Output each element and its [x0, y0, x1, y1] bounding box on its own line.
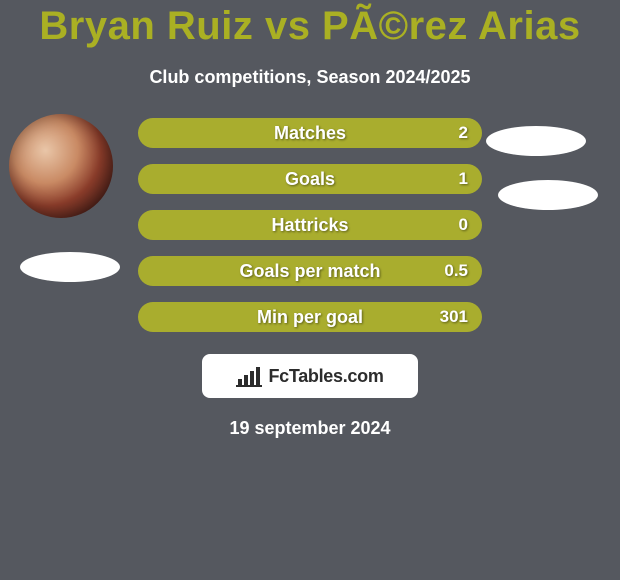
stat-value: 0	[459, 210, 468, 240]
page-subtitle: Club competitions, Season 2024/2025	[0, 67, 620, 88]
stat-bar: Hattricks 0	[138, 210, 482, 240]
date-text: 19 september 2024	[0, 418, 620, 439]
stats-bars: Matches 2 Goals 1 Hattricks 0 Goals per …	[138, 118, 482, 332]
main-area: Matches 2 Goals 1 Hattricks 0 Goals per …	[0, 118, 620, 439]
stat-bar: Min per goal 301	[138, 302, 482, 332]
stat-label: Goals per match	[138, 256, 482, 286]
player1-placeholder-ellipse	[20, 252, 120, 282]
stat-label: Matches	[138, 118, 482, 148]
logo-box: FcTables.com	[202, 354, 418, 398]
stat-bar: Goals 1	[138, 164, 482, 194]
stat-value: 2	[459, 118, 468, 148]
stat-label: Goals	[138, 164, 482, 194]
stat-bar: Matches 2	[138, 118, 482, 148]
player1-avatar	[9, 114, 113, 218]
stat-value: 301	[440, 302, 468, 332]
player2-ellipse-1	[486, 126, 586, 156]
stat-bar: Goals per match 0.5	[138, 256, 482, 286]
stat-value: 0.5	[444, 256, 468, 286]
bars-chart-icon	[236, 365, 262, 387]
stat-label: Hattricks	[138, 210, 482, 240]
logo-text: FcTables.com	[268, 366, 383, 387]
comparison-card: Bryan Ruiz vs PÃ©rez Arias Club competit…	[0, 0, 620, 580]
player2-ellipse-2	[498, 180, 598, 210]
page-title: Bryan Ruiz vs PÃ©rez Arias	[0, 0, 620, 49]
stat-value: 1	[459, 164, 468, 194]
stat-label: Min per goal	[138, 302, 482, 332]
